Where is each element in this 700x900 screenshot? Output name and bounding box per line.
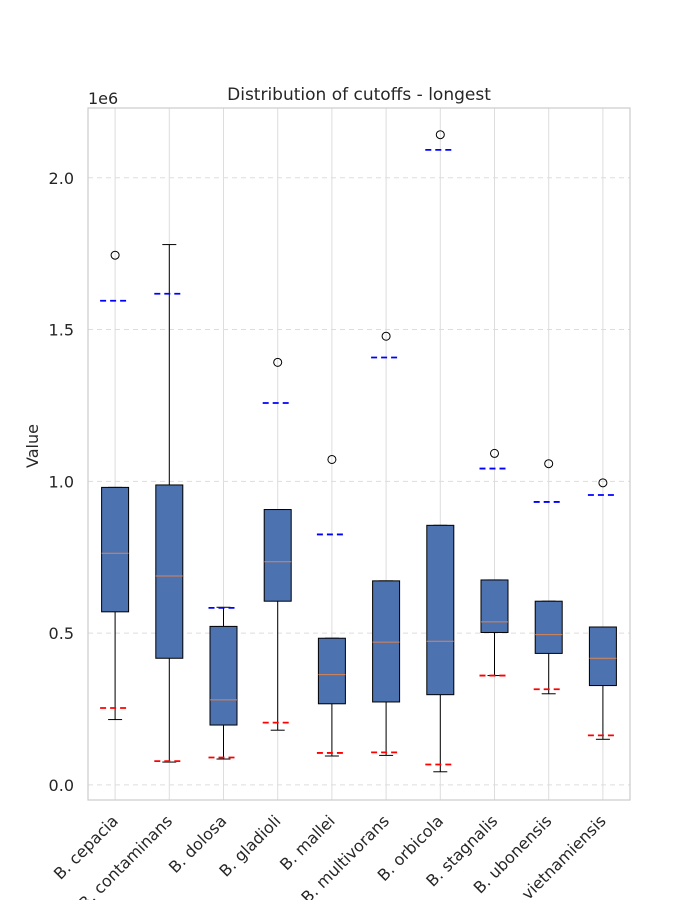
box-4 — [263, 357, 292, 731]
box-10 — [588, 478, 617, 740]
box-9 — [534, 459, 563, 695]
outlier-point — [327, 454, 337, 464]
iqr-box — [209, 625, 238, 726]
iqr-box — [263, 509, 292, 602]
iqr-box — [426, 524, 455, 696]
box-2 — [155, 244, 184, 763]
outlier-point — [490, 448, 499, 458]
iqr-box — [101, 486, 130, 613]
y-scale-label: 1e6 — [88, 89, 118, 108]
iqr-box — [534, 600, 563, 654]
y-tick-label: 0.5 — [49, 624, 74, 643]
outlier-point — [435, 130, 445, 140]
iqr-box — [317, 637, 346, 705]
iqr-box — [588, 626, 617, 687]
outlier-point — [273, 357, 283, 367]
y-axis-label: Value — [23, 424, 42, 468]
box-5 — [317, 454, 346, 757]
boxes — [101, 130, 617, 773]
y-tick-label: 1.0 — [49, 472, 74, 491]
iqr-box — [372, 580, 401, 703]
outlier-point — [110, 250, 120, 260]
iqr-box — [480, 579, 509, 633]
plot-frame — [87, 107, 631, 801]
box-1 — [101, 250, 130, 721]
y-axis: 0.0 0.5 1.0 1.5 2.0 — [49, 169, 74, 795]
y-tick-label: 1.5 — [49, 321, 74, 340]
outlier-point — [598, 478, 608, 488]
outlier-point — [544, 459, 554, 469]
box-7 — [426, 130, 455, 773]
y-tick-label: 2.0 — [49, 169, 74, 188]
y-tick-label: 0.0 — [49, 776, 74, 795]
chart-title: Distribution of cutoffs - longest — [227, 85, 491, 105]
outlier-point — [381, 331, 391, 341]
box-3 — [209, 606, 238, 760]
threshold-lines — [100, 148, 618, 766]
box-6 — [372, 331, 401, 756]
iqr-box — [155, 484, 184, 659]
